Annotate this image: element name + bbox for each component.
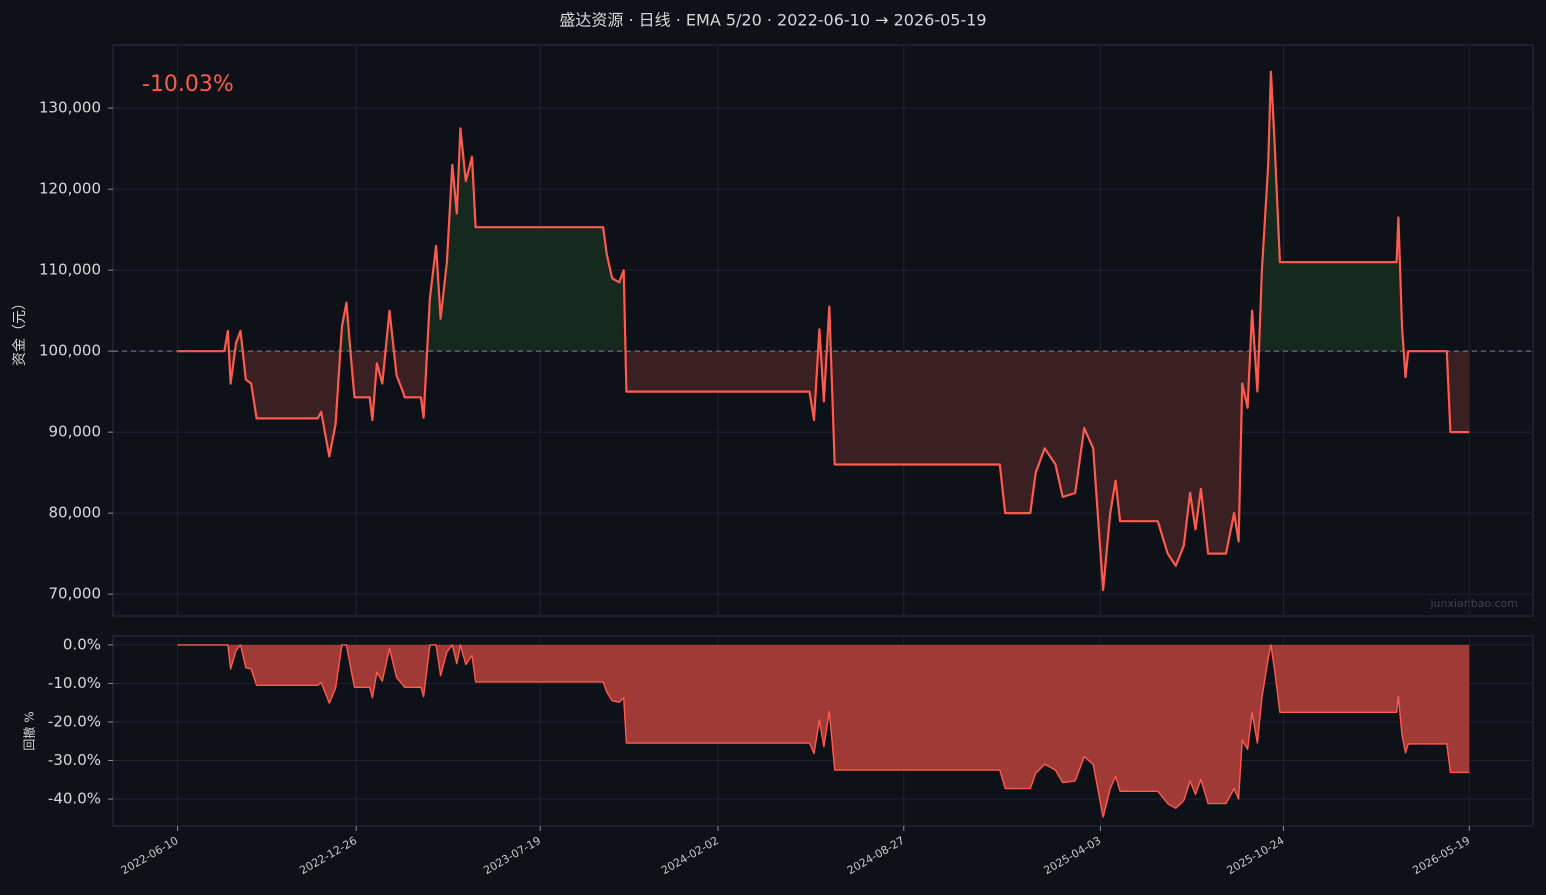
y-tick-label: -10.0% [48,674,101,692]
y-tick-label: 90,000 [49,423,102,441]
y-tick-label: 0.0% [63,635,101,653]
panel-frame [112,44,1534,617]
chart-title: 盛达资源 · 日线 · EMA 5/20 · 2022-06-10 → 2026… [559,11,986,30]
y-tick-label: 130,000 [39,99,101,117]
loss-area [177,351,1470,591]
y-tick-label: -40.0% [48,790,101,808]
drawdown-line [177,644,1470,818]
y-tick-label: -30.0% [48,751,101,769]
watermark: junxianbao.com [1429,597,1518,610]
y-tick-label: 70,000 [49,585,102,603]
y-tick-label: -20.0% [48,712,101,730]
gain-area [177,71,1470,352]
y-tick-label: 80,000 [49,504,102,522]
panel-frame [112,635,1534,827]
equity-line [177,70,1470,592]
y-axis-label: 资金（元） [12,296,28,366]
y-tick-label: 100,000 [39,342,101,360]
annotation: -10.03% [142,72,234,97]
y-tick-label: 110,000 [39,261,101,279]
drawdown-area [177,644,1470,818]
y-tick-label: 120,000 [39,180,101,198]
y-axis-label: 回撤 % [22,711,37,750]
